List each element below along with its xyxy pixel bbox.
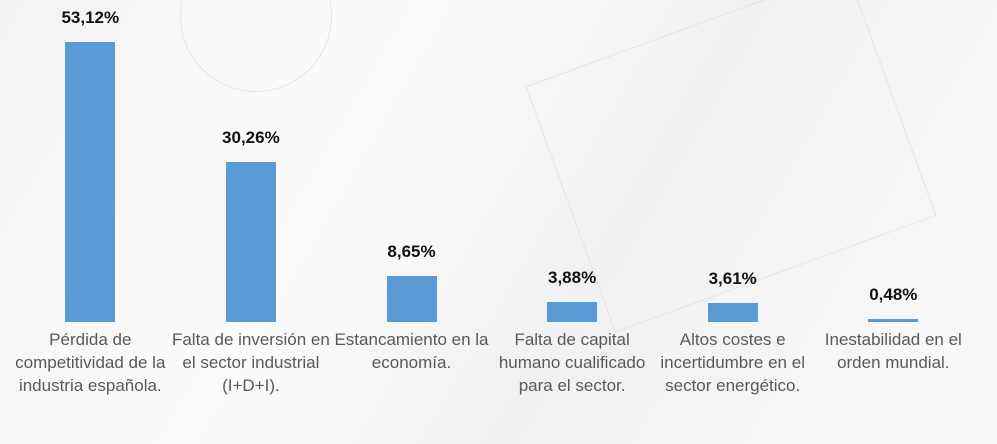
x-tick-label: Estancamiento en la economía. — [333, 328, 491, 374]
bar — [868, 319, 918, 322]
x-tick-label: Altos costes e incertidumbre en el secto… — [654, 328, 812, 397]
value-label: 8,65% — [332, 242, 492, 262]
x-tick-label: Falta de capital humano cualificado para… — [493, 328, 651, 397]
value-label: 30,26% — [171, 128, 331, 148]
bar — [387, 276, 437, 322]
value-label: 53,12% — [10, 8, 170, 28]
bar — [708, 303, 758, 322]
chart: 53,12% Pérdida de competitividad de la in… — [0, 0, 997, 444]
x-tick-label: Falta de inversión en el sector industri… — [172, 328, 330, 397]
value-label: 3,88% — [492, 268, 652, 288]
bar — [547, 302, 597, 322]
x-tick-label: Inestabilidad en el orden mundial. — [814, 328, 972, 374]
value-label: 0,48% — [813, 285, 973, 305]
background-decoration — [180, 0, 332, 92]
x-tick-label: Pérdida de competitividad de la industri… — [11, 328, 169, 397]
value-label: 3,61% — [653, 269, 813, 289]
bar — [226, 162, 276, 322]
bar — [65, 42, 115, 322]
